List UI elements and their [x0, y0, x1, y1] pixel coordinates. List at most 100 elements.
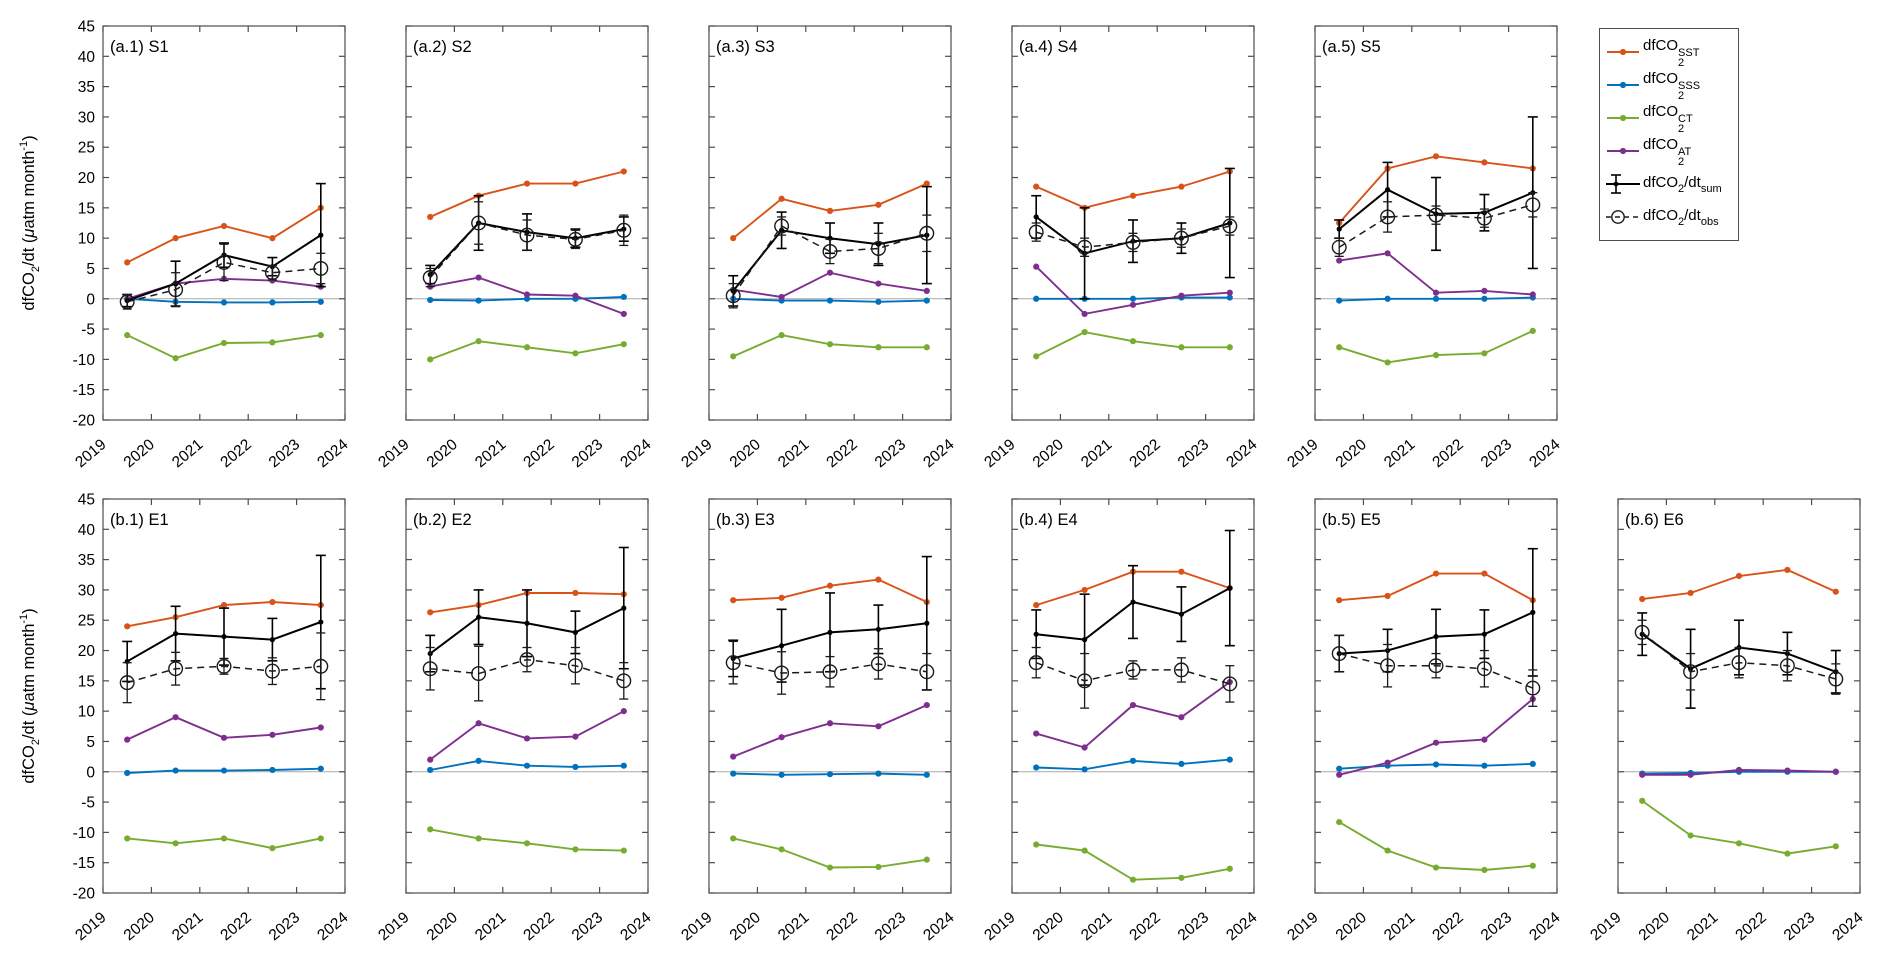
axes-box	[708, 25, 952, 421]
panel-title: (a.3) S3	[716, 38, 775, 56]
legend-label-at: dfCO AT 2	[1643, 135, 1692, 168]
x-tick-label: 2024	[1829, 909, 1867, 944]
x-tick-label: 2022	[823, 909, 860, 944]
panel-title: (b.2) E2	[413, 511, 472, 529]
x-tick-label: 2024	[617, 909, 655, 944]
x-tick-label: 2019	[678, 436, 715, 471]
panel-b4: 2019 2020 2021 2022 2023 2024 (b.4) E4	[981, 498, 1261, 944]
legend: dfCO SST 2 dfCO SSS 2 dfCO CT 2 dfCO AT 2 dfCO2/dtsu…	[1599, 28, 1739, 241]
legend-item-ct: dfCO CT 2	[1606, 102, 1732, 134]
panel-a5: 2019 2020 2021 2022 2023 2024 (a.5) S5	[1284, 25, 1564, 471]
panel-b5: 2019 2020 2021 2022 2023 2024 (b.5) E5	[1284, 498, 1564, 944]
panel-title: (a.2) S2	[413, 38, 472, 56]
x-tick-label: 2021	[169, 909, 206, 944]
x-tick-label: 2022	[1429, 436, 1466, 471]
x-tick-label: 2022	[1126, 436, 1163, 471]
series-obs	[430, 658, 625, 682]
x-tick-label: 2019	[375, 436, 412, 471]
legend-label-obs: dfCO2/dtobs	[1643, 206, 1719, 228]
series-ct	[430, 828, 624, 852]
legend-label-sst: dfCO SST 2	[1643, 36, 1700, 69]
panel-b6: 2019 2020 2021 2022 2023 2024 (b.6) E6	[1587, 498, 1867, 944]
x-tick-label: 2024	[1526, 436, 1564, 471]
x-tick-label: 2023	[569, 436, 606, 471]
axes-box	[405, 25, 649, 421]
legend-label-sum: dfCO2/dtsum	[1643, 173, 1722, 195]
x-tick-label: 2024	[314, 909, 352, 944]
series-ct	[1036, 843, 1230, 881]
series-ct	[732, 837, 927, 869]
panel-a2: 2019 2020 2021 2022 2023 2024 (a.2) S2	[375, 25, 655, 471]
y-tick-label: 25	[78, 140, 95, 157]
y-tick-label: -10	[73, 825, 96, 842]
y-tick-label: 40	[78, 522, 96, 539]
panel-title: (b.3) E3	[716, 511, 775, 529]
x-tick-label: 2019	[1587, 909, 1624, 944]
x-tick-label: 2024	[1526, 909, 1564, 944]
x-tick-label: 2024	[314, 436, 352, 471]
x-tick-label: 2021	[1078, 436, 1115, 471]
axes-box	[1011, 498, 1255, 894]
y-tick-label: -5	[81, 322, 95, 339]
series-obs	[1035, 225, 1230, 248]
y-tick-label: 10	[78, 231, 96, 248]
x-tick-label: 2020	[424, 436, 462, 471]
panel-title: (a.4) S4	[1019, 38, 1078, 56]
panel-title: (b.5) E5	[1322, 511, 1381, 529]
x-tick-label: 2019	[678, 909, 715, 944]
x-tick-label: 2022	[520, 436, 557, 471]
x-tick-label: 2023	[1175, 436, 1212, 471]
y-tick-label: 45	[78, 19, 95, 36]
series-obs	[732, 225, 928, 297]
axes-box	[708, 498, 952, 894]
x-tick-label: 2019	[72, 909, 109, 944]
legend-marker-sst-icon	[1607, 48, 1639, 56]
x-tick-label: 2021	[775, 436, 812, 471]
legend-item-sst: dfCO SST 2	[1606, 36, 1732, 68]
panel-title: (b.6) E6	[1625, 511, 1684, 529]
panel-title: (a.1) S1	[110, 38, 169, 56]
series-ct	[1338, 821, 1533, 871]
x-tick-label: 2021	[775, 909, 812, 944]
y-tick-label: 15	[78, 673, 95, 690]
series-ct	[126, 334, 321, 360]
x-tick-label: 2020	[727, 436, 765, 471]
x-tick-label: 2021	[472, 909, 509, 944]
x-tick-label: 2020	[727, 909, 765, 944]
legend-item-sss: dfCO SSS 2	[1606, 69, 1732, 101]
panel-title: (b.1) E1	[110, 511, 169, 529]
x-tick-label: 2019	[375, 909, 412, 944]
axes-box	[405, 498, 649, 894]
legend-marker-at-icon	[1607, 147, 1639, 155]
x-tick-label: 2021	[169, 436, 206, 471]
axes-box	[1314, 25, 1558, 421]
series-at	[733, 271, 927, 298]
x-tick-label: 2020	[424, 909, 462, 944]
y-tick-label: 15	[78, 200, 95, 217]
panel-b3: 2019 2020 2021 2022 2023 2024 (b.3) E3	[678, 498, 958, 944]
x-tick-label: 2021	[1078, 909, 1115, 944]
panel-b2: 2019 2020 2021 2022 2023 2024 (b.2) E2	[375, 498, 655, 944]
legend-marker-obs-icon	[1606, 210, 1640, 224]
series-obs	[1339, 652, 1534, 689]
x-tick-label: 2022	[823, 436, 860, 471]
x-tick-label: 2020	[1636, 909, 1674, 944]
axes-box	[1314, 498, 1558, 894]
panel-title: (a.5) S5	[1322, 38, 1381, 56]
y-axis-label-top-row: dfCO2/dt (μatm month-1)	[18, 135, 42, 311]
x-tick-label: 2021	[472, 436, 509, 471]
x-tick-label: 2023	[1175, 909, 1212, 944]
axes-box	[102, 25, 346, 421]
x-tick-label: 2023	[1478, 436, 1515, 471]
y-tick-label: -20	[73, 886, 96, 903]
x-tick-label: 2023	[1781, 909, 1818, 944]
x-tick-label: 2021	[1684, 909, 1721, 944]
x-tick-label: 2024	[1223, 909, 1261, 944]
y-tick-label: 35	[78, 79, 95, 96]
y-tick-label: 5	[86, 734, 95, 751]
y-tick-label: 0	[86, 291, 95, 308]
y-tick-label: 30	[78, 109, 96, 126]
series-obs	[733, 661, 927, 674]
